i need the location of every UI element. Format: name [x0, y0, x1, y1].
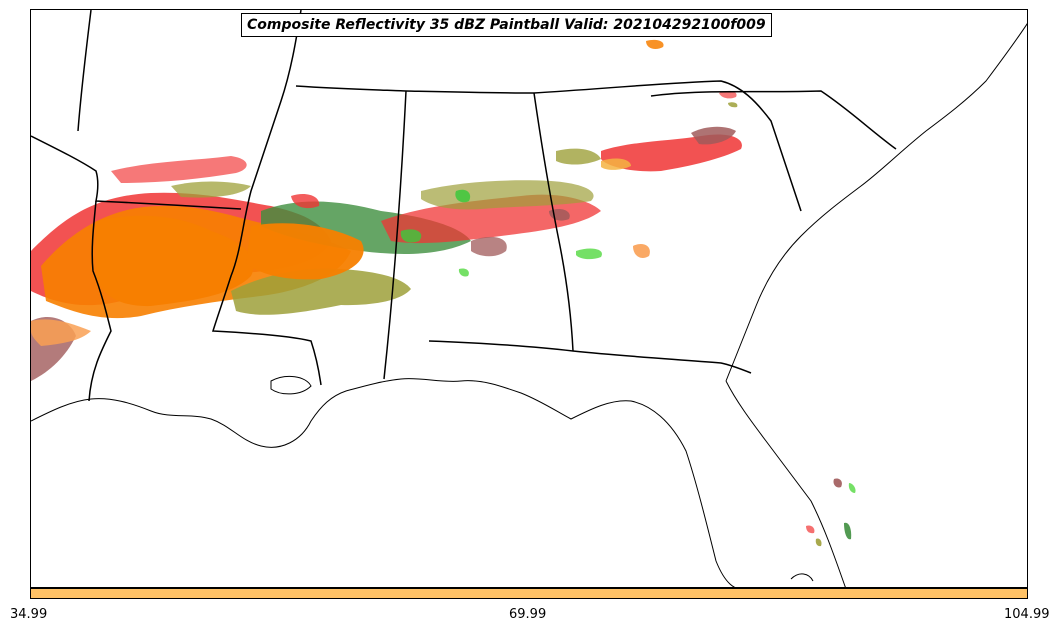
paintball-cluster-orange-core: [96, 215, 254, 307]
state-line-al-ga: [533, 92, 574, 352]
paintball-florida-dark-green: [844, 522, 852, 540]
map-canvas: [31, 10, 1027, 587]
colorbar-tick-label-mid: 69.99: [509, 607, 547, 622]
paintball-west-red-2: [291, 194, 320, 209]
paintball-west-green: [400, 229, 422, 243]
paintball-north-olive-2: [728, 102, 738, 108]
coastline-florida-atlantic: [725, 380, 846, 587]
map-panel: [30, 9, 1028, 588]
colorbar-tick-label-max: 104.99: [1004, 607, 1050, 622]
paintball-cluster-olive: [231, 268, 411, 315]
state-line-nc-sc: [650, 90, 897, 150]
paintball-cluster-light-orange: [31, 319, 91, 346]
paintball-florida-green: [848, 483, 856, 493]
paintball-florida-mauve: [833, 478, 842, 488]
paintball-cluster-red-band: [381, 194, 601, 244]
map-title: Composite Reflectivity 35 dBZ Paintball …: [241, 13, 772, 37]
state-line-north-mo: [77, 10, 92, 132]
paintball-mauve-streak: [471, 236, 507, 257]
paintball-north-red-streak: [111, 156, 247, 183]
state-line-mississippi-river: [212, 10, 322, 386]
state-line-fl-north: [428, 340, 752, 374]
paintball-top-orange: [646, 39, 664, 49]
paintball-georgia-green: [576, 248, 602, 260]
colorbar: [30, 588, 1028, 599]
state-line-ga-sc: [533, 80, 802, 212]
paintball-mississippi-green: [458, 268, 469, 277]
paintball-carolina-mauve: [691, 126, 736, 145]
paintball-north-olive: [171, 181, 251, 198]
paintball-north-red: [719, 90, 737, 99]
state-line-tn-south: [295, 85, 535, 94]
paintball-alabama-green: [455, 189, 471, 203]
paintball-georgia-orange: [633, 244, 650, 258]
state-line-la-west: [88, 200, 112, 402]
paintball-florida-red: [806, 525, 815, 534]
lake-okeechobee: [790, 573, 814, 582]
paintball-carolina-gold: [601, 158, 631, 170]
state-line-ms-al: [383, 90, 407, 380]
colorbar-tick-label-min: 34.99: [10, 607, 48, 622]
paintball-cluster-orange-east: [246, 223, 364, 280]
coastline-atlantic: [725, 23, 1027, 382]
paintball-carolina-olive: [556, 148, 601, 165]
coastline-gulf: [31, 378, 736, 587]
state-line-ar-la: [31, 135, 242, 210]
geographic-boundaries: [31, 10, 1027, 587]
reflectivity-paintball-layer: [31, 39, 856, 547]
paintball-florida-olive: [815, 538, 822, 547]
lake-pontchartrain: [270, 375, 312, 395]
